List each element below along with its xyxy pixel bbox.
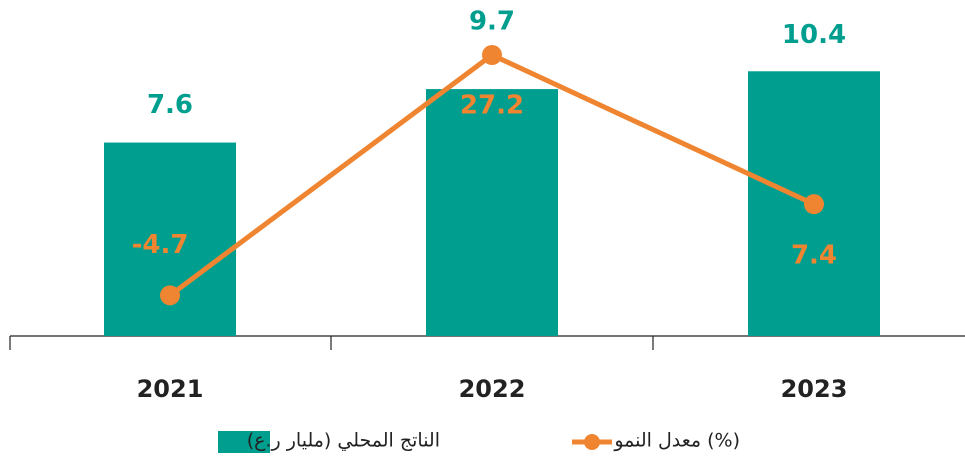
line-value-label: -4.7 (132, 230, 189, 260)
x-tick-label: 2022 (459, 375, 526, 403)
bar-value-label: 7.6 (147, 90, 193, 120)
legend-swatch (218, 431, 270, 453)
growth-point (804, 194, 824, 215)
legend-label: معدل النمو (%) (613, 430, 740, 452)
line-value-label: 27.2 (460, 90, 524, 120)
line-value-label: 7.4 (791, 241, 837, 271)
bar-value-label: 10.4 (782, 20, 846, 50)
bar-value-label: 9.7 (469, 7, 515, 37)
growth-point (160, 285, 180, 306)
bar (426, 89, 558, 336)
legend-label: الناتج المحلي (مليار ر.ع) (247, 430, 440, 452)
legend-dot (584, 434, 600, 450)
growth-point (482, 44, 502, 65)
x-tick-label: 2021 (137, 375, 204, 403)
x-tick-label: 2023 (781, 375, 848, 403)
